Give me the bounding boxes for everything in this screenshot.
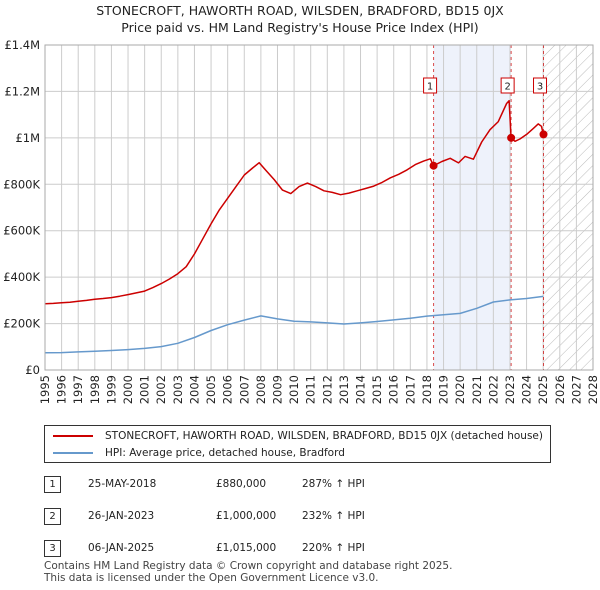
y-tick-label: £200K <box>3 317 40 331</box>
sale-price: £880,000 <box>216 478 267 490</box>
sale-marker-box <box>533 77 548 94</box>
sale-price: £1,015,000 <box>216 542 277 554</box>
x-tick-label: 1996 <box>55 375 69 404</box>
x-tick-label: 2020 <box>453 375 467 404</box>
y-tick-label: £600K <box>3 224 40 238</box>
future-hatch <box>544 45 593 370</box>
x-tick-label: 2007 <box>237 375 251 404</box>
x-tick-label: 2012 <box>320 375 334 404</box>
x-tick-label: 2000 <box>121 375 135 404</box>
x-tick-label: 2015 <box>370 375 384 404</box>
y-tick-label: £800K <box>3 177 40 191</box>
x-tick-label: 2019 <box>437 375 451 404</box>
x-tick-label: 2022 <box>486 375 500 404</box>
x-tick-label: 2028 <box>586 375 600 404</box>
y-tick-label: £0 <box>25 363 40 377</box>
sale-number: 1 <box>44 476 61 493</box>
legend-label-hpi: HPI: Average price, detached house, Brad… <box>105 447 345 459</box>
sale-number: 2 <box>44 508 61 525</box>
x-tick-label: 2016 <box>387 375 401 404</box>
footer-copyright: Contains HM Land Registry data © Crown c… <box>44 560 453 572</box>
sale-hpi-change: 232% ↑ HPI <box>302 510 365 522</box>
property-price-line <box>44 99 544 305</box>
sale-date: 06-JAN-2025 <box>88 542 155 554</box>
sale-row: 3 06-JAN-2025 £1,015,000 220% ↑ HPI <box>44 540 564 572</box>
legend-item-hpi: HPI: Average price, detached house, Brad… <box>53 445 345 461</box>
sale-marker-box <box>500 77 515 94</box>
chart-title: STONECROFT, HAWORTH ROAD, WILSDEN, BRADF… <box>96 3 504 18</box>
x-tick-label: 2011 <box>304 375 318 404</box>
x-tick-label: 2018 <box>420 375 434 404</box>
x-tick-label: 2027 <box>569 375 583 404</box>
legend-swatch-property <box>53 435 93 437</box>
sale-date: 26-JAN-2023 <box>88 510 155 522</box>
y-tick-label: £1.4M <box>4 38 40 52</box>
sale-point <box>429 161 438 170</box>
sale-date: 25-MAY-2018 <box>88 478 157 490</box>
sale-row: 1 25-MAY-2018 £880,000 287% ↑ HPI <box>44 476 564 508</box>
sale-price: £1,000,000 <box>216 510 277 522</box>
x-tick-label: 2002 <box>154 375 168 404</box>
x-tick-label: 2009 <box>270 375 284 404</box>
y-tick-label: £1M <box>15 131 40 145</box>
x-tick-label: 1995 <box>38 375 52 404</box>
x-tick-label: 1997 <box>71 375 85 404</box>
legend-label-property: STONECROFT, HAWORTH ROAD, WILSDEN, BRADF… <box>105 430 543 442</box>
sales-table: 1 25-MAY-2018 £880,000 287% ↑ HPI 2 26-J… <box>44 476 564 572</box>
sale-number: 3 <box>44 540 61 557</box>
x-tick-label: 2003 <box>171 375 185 404</box>
sale-marker-label: 3 <box>537 82 543 93</box>
footer: Contains HM Land Registry data © Crown c… <box>44 560 452 584</box>
x-tick-label: 1999 <box>104 375 118 404</box>
y-tick-label: £400K <box>3 270 40 284</box>
x-tick-label: 2021 <box>470 375 484 404</box>
sale-marker-label: 2 <box>504 82 510 93</box>
x-tick-label: 2008 <box>254 375 268 404</box>
sale-marker-box <box>423 77 438 94</box>
x-tick-label: 2005 <box>204 375 218 404</box>
chart-subtitle: Price paid vs. HM Land Registry's House … <box>121 20 479 35</box>
x-tick-label: 2017 <box>403 375 417 404</box>
sale-point <box>539 130 548 139</box>
plot-border <box>44 44 594 371</box>
legend-item-property: STONECROFT, HAWORTH ROAD, WILSDEN, BRADF… <box>53 428 543 444</box>
x-tick-label: 2004 <box>187 375 201 404</box>
y-tick-label: £1.2M <box>4 84 40 98</box>
x-tick-label: 1998 <box>88 375 102 404</box>
sale-point <box>507 133 516 142</box>
x-tick-label: 2010 <box>287 375 301 404</box>
x-tick-label: 2024 <box>520 375 534 404</box>
x-tick-label: 2023 <box>503 375 517 404</box>
x-tick-label: 2001 <box>138 375 152 404</box>
sale-hpi-change: 287% ↑ HPI <box>302 478 365 490</box>
legend-swatch-hpi <box>53 452 93 454</box>
x-tick-label: 2006 <box>221 375 235 404</box>
footer-licence: This data is licensed under the Open Gov… <box>44 572 379 584</box>
highlight-band <box>433 45 512 370</box>
sale-row: 2 26-JAN-2023 £1,000,000 232% ↑ HPI <box>44 508 564 540</box>
hpi-line <box>44 295 544 354</box>
sale-marker-label: 1 <box>427 82 433 93</box>
x-tick-label: 2025 <box>536 375 550 404</box>
sale-hpi-change: 220% ↑ HPI <box>302 542 365 554</box>
legend: STONECROFT, HAWORTH ROAD, WILSDEN, BRADF… <box>44 425 551 463</box>
x-tick-label: 2014 <box>354 375 368 404</box>
x-tick-label: 2013 <box>337 375 351 404</box>
x-tick-label: 2026 <box>553 375 567 404</box>
